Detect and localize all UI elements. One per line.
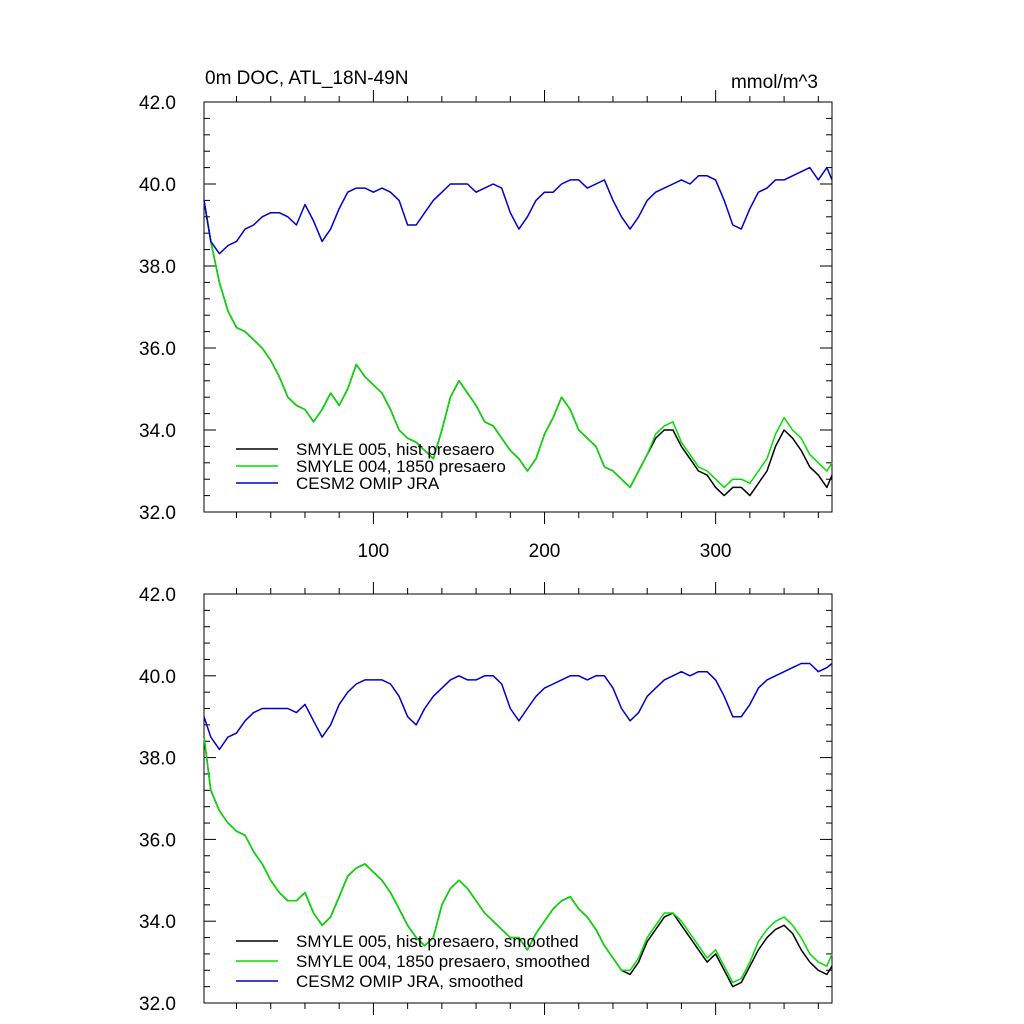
plot-frame [203,101,833,513]
units-label: mmol/m^3 [731,72,818,93]
series-line-3 [203,166,833,255]
bottom-panel: 32.0 34.0 36.0 38.0 40.0 42.0 SMYLE 005, hist … [139,582,833,1015]
legend-label: CESM2 OMIP JRA [296,474,440,493]
y-tick-label: 38.0 [139,257,176,278]
y-tick-label: 40.0 [139,175,176,196]
legend-label: SMYLE 004, 1850 presaero [296,457,506,476]
x-tick-label: 200 [529,541,561,562]
legend-label: SMYLE 005, hist presaero [296,440,494,459]
plot-frame [203,593,833,1004]
y-tick-label: 42.0 [139,585,176,606]
y-tick-label: 38.0 [139,749,176,770]
x-tick-label: 300 [700,541,732,562]
y-tick-label: 40.0 [139,667,176,688]
legend-label: CESM2 OMIP JRA, smoothed [296,972,523,991]
y-tick-label: 36.0 [139,339,176,360]
y-tick-label: 32.0 [139,994,176,1015]
series-line-3 [203,662,833,751]
y-tick-label: 42.0 [139,93,176,114]
chart-title: 0m DOC, ATL_18N-49N [205,68,408,89]
legend-label: SMYLE 004, 1850 presaero, smoothed [296,952,590,971]
legend-label: SMYLE 005, hist presaero, smoothed [296,932,579,951]
series-line-2 [203,200,833,489]
x-tick-label: 100 [358,541,390,562]
top-panel: 32.0 34.0 36.0 38.0 40.0 42.0 100 200 300 SMYLE 0… [139,90,833,562]
y-tick-label: 36.0 [139,830,176,851]
y-tick-label: 34.0 [139,912,176,933]
y-tick-label: 34.0 [139,421,176,442]
y-tick-label: 32.0 [139,503,176,524]
series-line-2 [203,737,833,984]
